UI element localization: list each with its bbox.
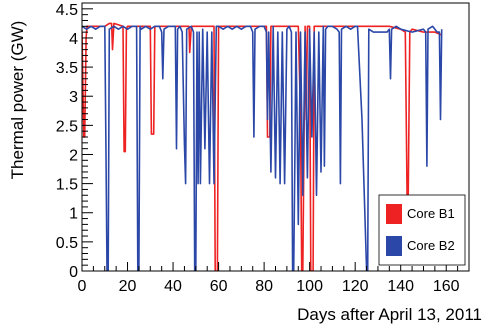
legend-swatch-core-b2 [386, 236, 402, 256]
y-tick-label: 4.5 [56, 2, 78, 19]
y-tick-label: 1 [69, 206, 78, 223]
y-tick-label: 0.5 [56, 235, 78, 252]
x-tick-label: 120 [342, 278, 369, 295]
y-tick-label: 1.5 [56, 177, 78, 194]
x-tick-label: 20 [119, 278, 137, 295]
legend-label-core-b2: Core B2 [407, 238, 455, 253]
axis-layer: 0 20 40 60 80 100 120 140 160 0 0.5 1 1.5 2 2.5 3 3.5 4 4.… [56, 2, 470, 295]
x-tick-label: 60 [210, 278, 228, 295]
x-tick-label: 40 [164, 278, 182, 295]
y-tick-label: 0 [69, 264, 78, 281]
legend-label-core-b1: Core B1 [407, 206, 455, 221]
series-line-core-b2 [82, 25, 443, 271]
plot-frame [81, 2, 470, 272]
y-axis-label: Thermal power (GW) [8, 21, 27, 180]
x-tick-label: 160 [433, 278, 460, 295]
x-axis-label: Days after April 13, 2011 [297, 305, 482, 324]
x-tick-label: 0 [78, 278, 87, 295]
legend: Core B1 Core B2 [378, 194, 466, 266]
x-tick-label: 80 [255, 278, 273, 295]
y-tick-label: 4 [69, 31, 78, 48]
y-tick-label: 2.5 [56, 118, 78, 135]
series-layer [82, 22, 443, 271]
y-tick-label: 3.5 [56, 60, 78, 77]
x-tick-label: 140 [387, 278, 414, 295]
legend-swatch-core-b1 [386, 204, 402, 224]
y-tick-label: 3 [69, 89, 78, 106]
y-tick-label: 2 [69, 147, 78, 164]
x-tick-label: 100 [296, 278, 323, 295]
series-line-core-b1 [82, 22, 443, 271]
